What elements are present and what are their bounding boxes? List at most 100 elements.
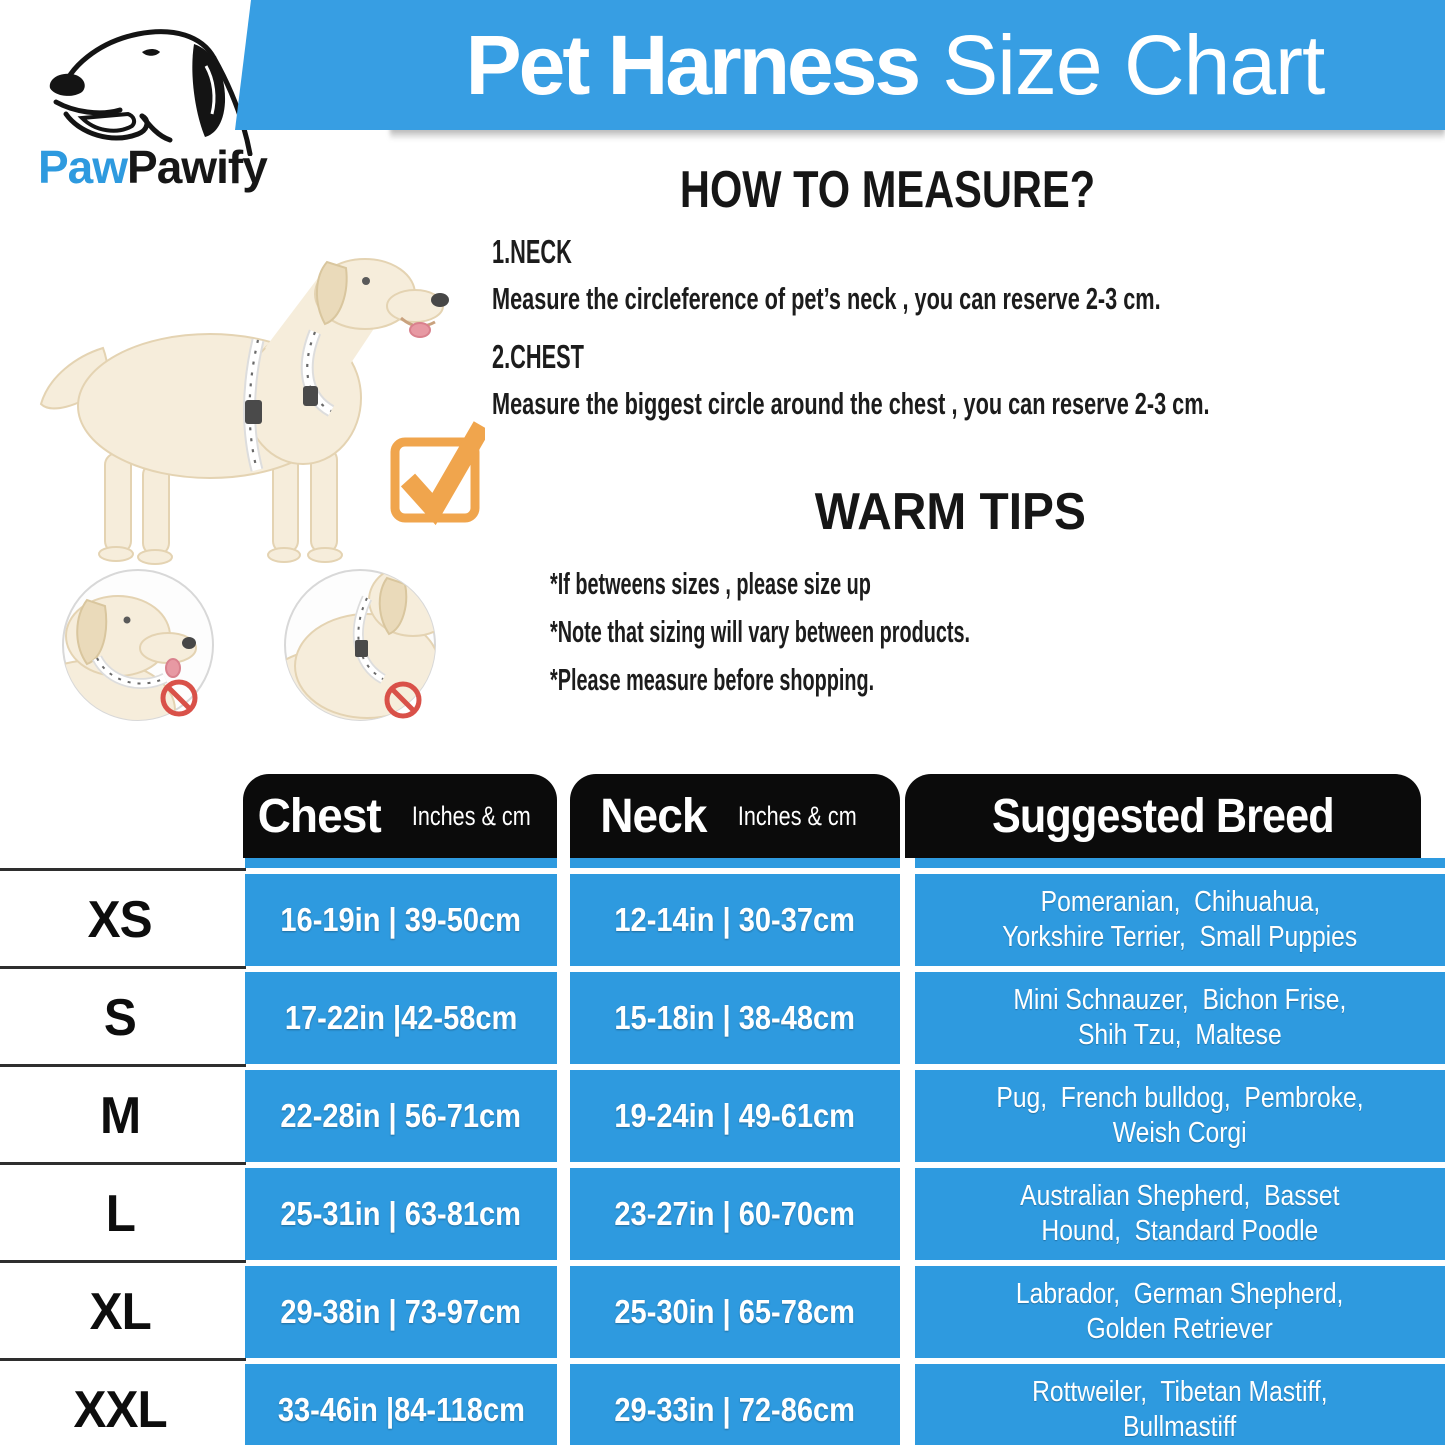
row-separator-line xyxy=(0,1260,246,1263)
chest-header-label: Chest xyxy=(257,789,381,843)
table-row: XL 29-38in | 73-97cm 25-30in | 65-78cm L… xyxy=(0,1266,1445,1358)
breed-column-header: Suggested Breed xyxy=(905,774,1421,858)
breed-line-2: Bullmastiff xyxy=(1123,1411,1237,1443)
breed-line-2: Golden Retriever xyxy=(1086,1313,1274,1345)
prohibited-icon xyxy=(160,679,198,717)
breed-line-1: Mini Schnauzer, Bichon Frise, xyxy=(1013,984,1347,1016)
size-label-cell: M xyxy=(0,1070,240,1162)
chest-value-cell: 17-22in |42-58cm xyxy=(245,972,557,1064)
size-label: XL xyxy=(89,1283,151,1341)
size-label-cell: XXL xyxy=(0,1364,240,1445)
size-label-cell: S xyxy=(0,972,240,1064)
neck-value-cell: 23-27in | 60-70cm xyxy=(570,1168,900,1260)
step-neck-text: Measure the circleference of pet’s neck … xyxy=(492,281,1161,316)
neck-column-header: Neck Inches & cm xyxy=(570,774,900,858)
prohibited-icon xyxy=(384,681,422,719)
breed-line-2: Hound, Standard Poodle xyxy=(1041,1215,1319,1247)
breed-header-label: Suggested Breed xyxy=(992,789,1335,843)
breed-line-1: Rottweiler, Tibetan Mastiff, xyxy=(1032,1376,1328,1408)
neck-header-label: Neck xyxy=(600,789,708,843)
table-row: M 22-28in | 56-71cm 19-24in | 49-61cm Pu… xyxy=(0,1070,1445,1162)
neck-tape xyxy=(300,329,335,417)
size-label: M xyxy=(99,1087,141,1145)
row-separator-line xyxy=(0,868,246,871)
step-chest-text: Measure the biggest circle around the ch… xyxy=(492,386,1210,421)
neck-header-strip xyxy=(570,858,900,868)
breed-line-2: Shih Tzu, Maltese xyxy=(1078,1019,1282,1051)
chest-value-cell: 29-38in | 73-97cm xyxy=(245,1266,557,1358)
logo-dog-icon xyxy=(49,29,253,156)
check-icon xyxy=(390,421,485,526)
chest-header-strip xyxy=(245,858,557,868)
title-banner: Pet Harness Size Chart xyxy=(235,0,1445,130)
step-neck-label: 1.NECK xyxy=(492,233,572,270)
size-label: XS xyxy=(87,891,153,949)
neck-value-cell: 29-33in | 72-86cm xyxy=(570,1364,900,1445)
chest-value: 17-22in |42-58cm xyxy=(284,999,518,1036)
chest-value: 22-28in | 56-71cm xyxy=(280,1097,522,1134)
breed-value-cell: Rottweiler, Tibetan Mastiff, Bullmastiff xyxy=(915,1364,1445,1445)
banner-shadow xyxy=(390,127,1445,140)
neck-header-units: Inches & cm xyxy=(737,800,857,831)
table-row: XXL 33-46in |84-118cm 29-33in | 72-86cm … xyxy=(0,1364,1445,1445)
table-row: L 25-31in | 63-81cm 23-27in | 60-70cm Au… xyxy=(0,1168,1445,1260)
neck-value-cell: 25-30in | 65-78cm xyxy=(570,1266,900,1358)
tip-line-2: *Note that sizing will vary between prod… xyxy=(550,614,971,649)
brand-name-paw: Paw xyxy=(38,141,128,193)
neck-value: 25-30in | 65-78cm xyxy=(614,1293,856,1330)
neck-value: 19-24in | 49-61cm xyxy=(614,1097,856,1134)
chest-header-units: Inches & cm xyxy=(411,800,531,831)
row-separator-line xyxy=(0,1162,246,1165)
neck-value: 15-18in | 38-48cm xyxy=(614,999,856,1036)
table-row: S 17-22in |42-58cm 15-18in | 38-48cm Min… xyxy=(0,972,1445,1064)
brand-name: PawPawify xyxy=(38,140,268,194)
page-title-bold: Pet Harness xyxy=(465,17,922,112)
chest-value-cell: 22-28in | 56-71cm xyxy=(245,1070,557,1162)
row-separator-line xyxy=(0,966,246,969)
chest-value-cell: 25-31in | 63-81cm xyxy=(245,1168,557,1260)
tip-line-3: *Please measure before shopping. xyxy=(550,662,875,697)
chest-measure-circle-illustration xyxy=(284,569,436,721)
size-label-cell: XS xyxy=(0,874,240,966)
size-label: L xyxy=(105,1185,135,1243)
chest-value-cell: 16-19in | 39-50cm xyxy=(245,874,557,966)
chest-value: 29-38in | 73-97cm xyxy=(280,1293,522,1330)
neck-value: 12-14in | 30-37cm xyxy=(614,901,856,938)
chest-column-header: Chest Inches & cm xyxy=(243,774,557,858)
step-chest-label: 2.CHEST xyxy=(492,338,584,375)
chest-value: 25-31in | 63-81cm xyxy=(280,1195,522,1232)
breed-line-1: Australian Shepherd, Basset xyxy=(1020,1180,1340,1212)
brand-name-pawify: Pawify xyxy=(127,141,268,193)
chest-value: 33-46in |84-118cm xyxy=(277,1391,525,1428)
warm-tips-heading: WARM TIPS xyxy=(814,483,1086,541)
tip-line-1: *If betweens sizes , please size up xyxy=(550,566,871,601)
chest-tape xyxy=(243,338,265,472)
breed-value-cell: Australian Shepherd, Basset Hound, Stand… xyxy=(915,1168,1445,1260)
neck-value-cell: 12-14in | 30-37cm xyxy=(570,874,900,966)
neck-value: 29-33in | 72-86cm xyxy=(614,1391,856,1428)
neck-measure-circle-illustration xyxy=(62,569,214,721)
breed-value-cell: Pug, French bulldog, Pembroke, Weish Cor… xyxy=(915,1070,1445,1162)
page-title-light: Size Chart xyxy=(942,17,1325,112)
size-label-cell: XL xyxy=(0,1266,240,1358)
breed-line-2: Yorkshire Terrier, Small Puppies xyxy=(1002,921,1358,953)
breed-value-cell: Labrador, German Shepherd, Golden Retrie… xyxy=(915,1266,1445,1358)
size-label-cell: L xyxy=(0,1168,240,1260)
breed-value-cell: Mini Schnauzer, Bichon Frise, Shih Tzu, … xyxy=(915,972,1445,1064)
chest-value-cell: 33-46in |84-118cm xyxy=(245,1364,557,1445)
dog-measure-illustration xyxy=(39,258,485,721)
neck-value-cell: 15-18in | 38-48cm xyxy=(570,972,900,1064)
breed-line-1: Pomeranian, Chihuahua, xyxy=(1040,886,1320,918)
breed-line-2: Weish Corgi xyxy=(1113,1117,1247,1149)
neck-value: 23-27in | 60-70cm xyxy=(614,1195,856,1232)
how-to-measure-heading: HOW TO MEASURE? xyxy=(680,161,1096,219)
breed-value-cell: Pomeranian, Chihuahua, Yorkshire Terrier… xyxy=(915,874,1445,966)
row-separator-line xyxy=(0,1064,246,1067)
breed-line-1: Labrador, German Shepherd, xyxy=(1016,1278,1344,1310)
breed-line-1: Pug, French bulldog, Pembroke, xyxy=(996,1082,1364,1114)
breed-header-strip xyxy=(915,858,1445,868)
neck-value-cell: 19-24in | 49-61cm xyxy=(570,1070,900,1162)
table-row: XS 16-19in | 39-50cm 12-14in | 30-37cm P… xyxy=(0,874,1445,966)
chest-value: 16-19in | 39-50cm xyxy=(280,901,522,938)
